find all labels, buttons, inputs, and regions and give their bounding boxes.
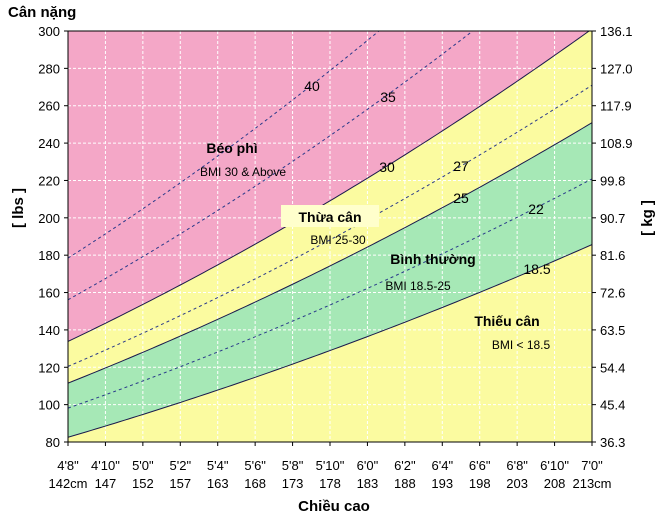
y-tick-label-lbs: 80 <box>46 435 60 450</box>
x-tick-label-cm: 168 <box>244 476 266 491</box>
y-tick-label-kg: 54.4 <box>600 360 625 375</box>
y-tick-label-kg: 72.6 <box>600 286 625 301</box>
bmi-guide-40 <box>68 31 380 259</box>
y-tick-label-kg: 117.9 <box>600 99 632 114</box>
x-tick-label-ftin: 5'10" <box>316 458 345 473</box>
bmi-boundary-30 <box>68 31 590 342</box>
y-ticks-kg: 36.3 45.4 54.4 63.5 72.6 81.6 90.7 99.8 108.9 117… <box>592 24 633 450</box>
chart-title: Cân nặng <box>8 4 76 21</box>
bmi-boundary-18.5 <box>68 244 592 438</box>
y-tick-label-lbs: 280 <box>38 61 60 76</box>
x-tick-label-cm: 188 <box>394 476 416 491</box>
x-tick-label-ftin: 6'0" <box>357 458 379 473</box>
x-tick-label-ftin: 6'2" <box>394 458 416 473</box>
bmi-curve-label: 30 <box>379 159 395 175</box>
y-tick-label-lbs: 160 <box>38 286 60 301</box>
y-tick-label-lbs: 120 <box>38 360 60 375</box>
x-tick-label-cm: 213cm <box>572 476 611 491</box>
x-tick-label-cm: 157 <box>169 476 191 491</box>
y-tick-label-kg: 63.5 <box>600 323 625 338</box>
y-tick-label-lbs: 140 <box>38 323 60 338</box>
y-tick-label-lbs: 260 <box>38 99 60 114</box>
x-tick-label-ftin: 6'4" <box>432 458 454 473</box>
bmi-boundary-25 <box>68 122 592 384</box>
x-ticks: 4'8" 142cm 4'10" 147 5'0" 152 5'2" 157 5'4" 163 5'… <box>48 442 612 491</box>
y-axis-label-right: [ kg ] <box>639 200 656 236</box>
zone-labels: Béo phì BMI 30 & Above Thừa cân BMI 25-30 Bì… <box>200 140 551 352</box>
x-tick-label-cm: 193 <box>431 476 453 491</box>
y-tick-label-kg: 90.7 <box>600 211 625 226</box>
x-tick-label-cm: 152 <box>132 476 154 491</box>
y-tick-label-lbs: 220 <box>38 173 60 188</box>
zone-bmi-range: BMI 25-30 <box>310 233 366 247</box>
zone-underweight-fill <box>68 244 592 442</box>
y-tick-label-kg: 108.9 <box>600 136 633 151</box>
x-tick-label-cm: 173 <box>282 476 304 491</box>
bmi-curve-label: 22 <box>528 201 544 217</box>
x-tick-label-cm: 147 <box>95 476 117 491</box>
bmi-guide-22 <box>68 178 592 409</box>
x-tick-label-ftin: 6'10" <box>540 458 569 473</box>
x-tick-label-cm: 183 <box>357 476 379 491</box>
bmi-curve-label: 35 <box>380 89 396 105</box>
zone-bmi-range: BMI 30 & Above <box>200 165 286 179</box>
y-tick-label-kg: 81.6 <box>600 248 625 263</box>
y-tick-label-kg: 45.4 <box>600 398 625 413</box>
x-tick-label-ftin: 6'8" <box>506 458 528 473</box>
y-tick-label-kg: 127.0 <box>600 61 633 76</box>
zone-name: Béo phì <box>206 140 257 156</box>
zone-label-background <box>281 205 379 227</box>
y-tick-label-lbs: 180 <box>38 248 60 263</box>
x-tick-label-ftin: 6'6" <box>469 458 491 473</box>
zone-label-normal: Bình thường BMI 18.5-25 <box>385 251 475 293</box>
y-tick-label-lbs: 100 <box>38 398 60 413</box>
x-tick-label-ftin: 7'0" <box>581 458 603 473</box>
y-tick-label-lbs: 300 <box>38 24 60 39</box>
x-tick-label-ftin: 5'4" <box>207 458 229 473</box>
bmi-curve-label: 27 <box>453 158 469 174</box>
x-tick-label-ftin: 4'10" <box>91 458 120 473</box>
zone-bmi-range: BMI < 18.5 <box>492 338 551 352</box>
x-tick-label-cm: 142cm <box>48 476 87 491</box>
y-tick-label-lbs: 240 <box>38 136 60 151</box>
x-tick-label-cm: 178 <box>319 476 341 491</box>
x-tick-label-cm: 198 <box>469 476 491 491</box>
zone-bmi-range: BMI 18.5-25 <box>385 279 451 293</box>
y-tick-label-lbs: 200 <box>38 211 60 226</box>
x-tick-label-ftin: 4'8" <box>57 458 79 473</box>
x-tick-label-cm: 208 <box>544 476 566 491</box>
zone-normal-fill <box>68 122 592 438</box>
y-tick-label-kg: 99.8 <box>600 173 625 188</box>
y-ticks-lbs: 80 100 120 140 160 180 200 220 240 260 280 300 <box>38 24 68 450</box>
x-tick-label-ftin: 5'8" <box>282 458 304 473</box>
zone-name: Thiếu cân <box>474 313 539 329</box>
bmi-guide-27 <box>68 84 592 367</box>
y-tick-label-kg: 36.3 <box>600 435 625 450</box>
bmi-curve-labels: 40 35 30 27 25 22 18.5 <box>304 78 551 277</box>
x-tick-label-cm: 163 <box>207 476 229 491</box>
zone-name: Bình thường <box>390 251 475 267</box>
bmi-curves <box>68 31 592 438</box>
y-tick-label-kg: 136.1 <box>600 24 633 39</box>
x-axis-label: Chiều cao <box>298 498 370 515</box>
x-tick-label-ftin: 5'0" <box>132 458 154 473</box>
y-axis-label-left: [ lbs ] <box>10 188 27 228</box>
zone-label-overweight: Thừa cân BMI 25-30 <box>281 205 379 247</box>
x-tick-label-ftin: 5'6" <box>244 458 266 473</box>
x-tick-label-ftin: 5'2" <box>170 458 192 473</box>
x-tick-label-cm: 203 <box>506 476 528 491</box>
bmi-curve-label: 25 <box>453 190 469 206</box>
zone-label-obese: Béo phì BMI 30 & Above <box>200 140 286 179</box>
bmi-curve-label: 18.5 <box>523 261 550 277</box>
zone-name: Thừa cân <box>298 209 361 225</box>
bmi-curve-label: 40 <box>304 78 320 94</box>
zone-label-under: Thiếu cân BMI < 18.5 <box>474 313 550 352</box>
